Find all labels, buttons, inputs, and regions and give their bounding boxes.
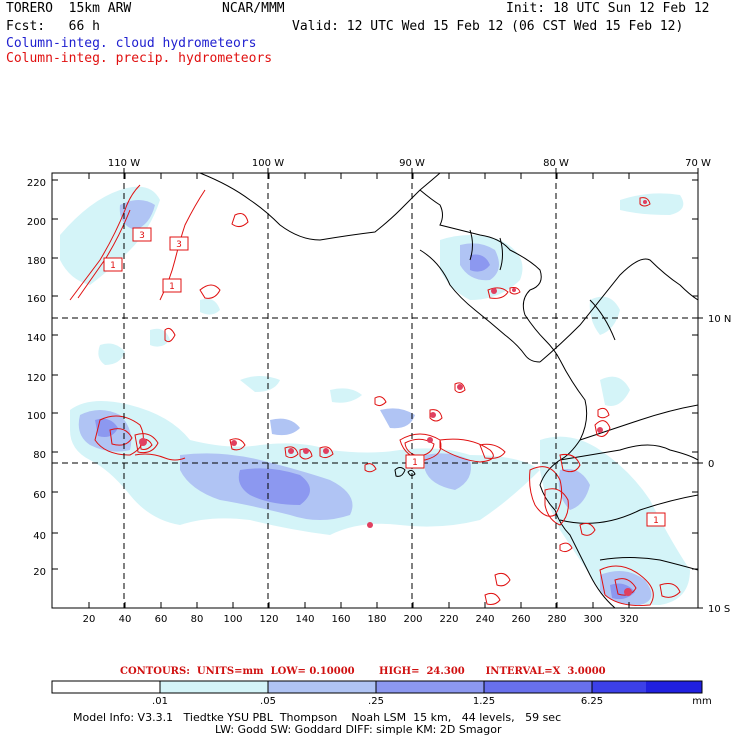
colorbar-swatch <box>484 681 592 693</box>
y-tick-label: 200 <box>27 217 46 228</box>
forecast-hour: Fcst: 66 h <box>6 19 100 34</box>
model-info-line2: LW: Godd SW: Goddard DIFF: simple KM: 2D… <box>215 723 502 736</box>
colorbar-swatch <box>268 681 376 693</box>
lon-label: 70 W <box>685 158 711 169</box>
x-tick-label: 260 <box>511 614 530 625</box>
y-tick-label: 120 <box>27 373 46 384</box>
y-tick-label: 60 <box>33 490 46 501</box>
init-time: Init: 18 UTC Sun 12 Feb 12 <box>506 1 710 16</box>
x-tick-label: 320 <box>619 614 638 625</box>
x-tick-label: 220 <box>439 614 458 625</box>
colorbar-swatch <box>376 681 484 693</box>
field-precip-title: Column-integ. precip. hydrometeors <box>6 51 273 66</box>
x-tick-label: 120 <box>259 614 278 625</box>
model-title: TORERO 15km ARW <box>6 1 132 16</box>
valid-time: Valid: 12 UTC Wed 15 Feb 12 (06 CST Wed … <box>292 19 684 34</box>
plot-frame <box>51 172 699 609</box>
lat-label: 10 S <box>708 604 730 615</box>
colorbar-label: 6.25 <box>580 696 604 707</box>
axis-ticks <box>52 168 703 609</box>
x-tick-label: 60 <box>155 614 168 625</box>
contour-label: 1 <box>653 516 659 526</box>
y-tick-label: 180 <box>27 256 46 267</box>
coastlines <box>199 173 698 608</box>
colorbar-label: .05 <box>260 696 276 707</box>
colorbar <box>51 680 703 694</box>
contours-info: CONTOURS: UNITS=mm LOW= 0.10000 HIGH= 24… <box>120 666 606 677</box>
contour-label: 1 <box>412 458 418 468</box>
contour-label-boxes: 1 3 3 1 1 1 <box>103 227 666 527</box>
colorbar-label: .01 <box>152 696 168 707</box>
y-tick-label: 100 <box>27 411 46 422</box>
x-tick-label: 160 <box>331 614 350 625</box>
contour-label: 1 <box>110 261 116 271</box>
colorbar-swatch <box>646 681 702 693</box>
x-tick-label: 20 <box>83 614 96 625</box>
x-tick-label: 40 <box>119 614 132 625</box>
lon-label: 110 W <box>108 158 140 169</box>
lon-label: 90 W <box>399 158 425 169</box>
colorbar-swatch <box>592 681 646 693</box>
x-tick-label: 100 <box>223 614 242 625</box>
cloud-hydrometeor-fills <box>60 186 690 605</box>
contour-label: 1 <box>169 282 175 292</box>
center-title: NCAR/MMM <box>222 1 285 16</box>
contour-label: 3 <box>176 240 182 250</box>
y-tick-label: 80 <box>33 450 46 461</box>
colorbar-unit: mm <box>692 696 712 707</box>
x-tick-label: 180 <box>367 614 386 625</box>
latlon-grid <box>52 173 698 608</box>
lat-label: 0 <box>708 459 714 470</box>
x-tick-label: 240 <box>475 614 494 625</box>
x-tick-label: 140 <box>295 614 314 625</box>
colorbar-swatch <box>52 681 160 693</box>
precip-cores <box>139 200 647 596</box>
x-tick-label: 200 <box>403 614 422 625</box>
y-tick-label: 20 <box>33 567 46 578</box>
lon-label: 80 W <box>543 158 569 169</box>
x-tick-label: 80 <box>191 614 204 625</box>
lon-label: 100 W <box>252 158 284 169</box>
colorbar-label: .25 <box>368 696 384 707</box>
axis-labels: 20 40 60 80 100 120 140 160 180 200 220 … <box>27 158 731 625</box>
colorbar-label: 1.25 <box>472 696 496 707</box>
model-info-line1: Model Info: V3.3.1 Tiedtke YSU PBL Thomp… <box>73 711 562 724</box>
colorbar-swatch <box>160 681 268 693</box>
y-tick-label: 140 <box>27 333 46 344</box>
contour-label: 3 <box>139 231 145 241</box>
y-tick-label: 160 <box>27 294 46 305</box>
y-tick-label: 220 <box>27 178 46 189</box>
x-tick-label: 280 <box>547 614 566 625</box>
y-tick-label: 40 <box>33 531 46 542</box>
x-tick-label: 300 <box>583 614 602 625</box>
field-cloud-title: Column-integ. cloud hydrometeors <box>6 36 257 51</box>
lat-label: 10 N <box>708 314 731 325</box>
